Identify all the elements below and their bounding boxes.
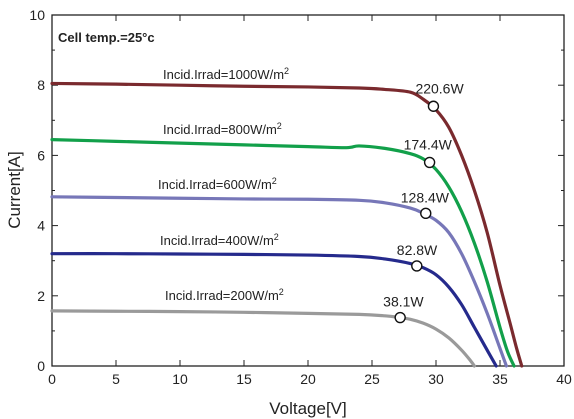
mpp-points: 220.6W 174.4W 128.4W 82.8W 38.1W [383,80,464,324]
x-tick-label: 0 [48,371,56,387]
mpp-marker [420,207,432,220]
y-tick-label: 10 [29,7,45,23]
mpp-marker [394,311,406,324]
x-tick-label: 5 [112,371,120,387]
x-tick-label: 10 [172,371,188,387]
curve-label: Incid.Irrad=1000W/m2 [163,66,289,82]
mpp-power-label: 128.4W [401,189,450,205]
y-tick-label: 2 [37,288,45,304]
mpp-power-label: 174.4W [404,136,453,152]
y-tick-label: 8 [37,77,45,93]
curves [50,81,524,368]
curve-label: Incid.Irrad=200W/m2 [165,287,284,303]
y-tick-label: 4 [37,218,45,234]
x-tick-label: 40 [556,371,572,387]
x-tick-label: 30 [428,371,444,387]
curve-labels: Incid.Irrad=1000W/m2 Incid.Irrad=800W/m2 I… [158,66,289,303]
mpp-marker [427,100,440,112]
curve-label: Incid.Irrad=600W/m2 [158,176,277,192]
plot-area: 0 5 10 15 20 25 30 35 40 0 2 4 6 8 10 Incid.Irrad=1000… [29,7,572,387]
x-axis-title: Voltage[V] [269,399,347,418]
iv-curve-2 [50,138,516,368]
y-axis-title: Current[A] [5,151,24,228]
mpp-power-label: 220.6W [415,80,464,96]
y-tick-label: 6 [37,147,45,163]
x-tick-label: 35 [492,371,508,387]
iv-curve-5 [50,309,476,368]
curve-label: Incid.Irrad=400W/m2 [160,232,279,248]
x-tick-label: 15 [236,371,252,387]
curve-label: Incid.Irrad=800W/m2 [163,121,282,137]
mpp-power-label: 38.1W [383,294,424,310]
x-tick-label: 25 [364,371,380,387]
mpp-marker [423,156,436,169]
cell-temp-annotation: Cell temp.=25°c [58,30,155,45]
iv-curve-3 [50,195,508,368]
y-tick-label: 0 [37,358,45,374]
axis-ticks: 0 5 10 15 20 25 30 35 40 0 2 4 6 8 10 [29,7,572,387]
x-tick-label: 20 [300,371,316,387]
iv-curve-1 [50,81,524,368]
mpp-power-label: 82.8W [397,242,438,258]
iv-curve-4 [50,252,498,368]
mpp-marker [411,260,423,272]
